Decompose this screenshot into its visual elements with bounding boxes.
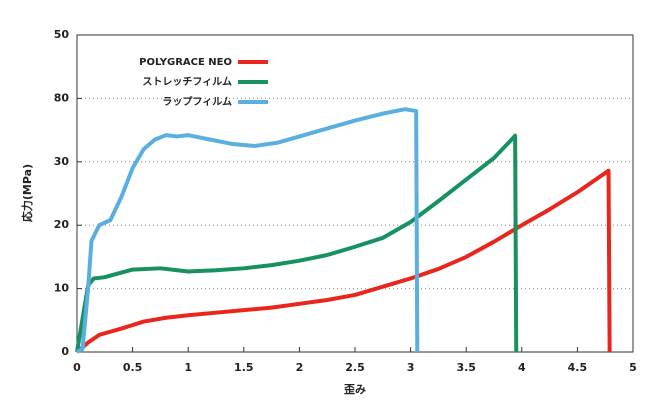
series-line <box>75 168 612 354</box>
legend-label: POLYGRACE NEO <box>139 57 232 68</box>
legend-label: ストレッチフィルム <box>142 76 232 88</box>
y-tick-label: 10 <box>54 282 70 295</box>
plot-frame <box>76 34 634 353</box>
y-tick-label: 20 <box>54 218 70 231</box>
x-tick-label: 0.5 <box>123 361 143 374</box>
legend-label: ラップフィルム <box>162 95 232 108</box>
y-axis-label: 応力(MPa) <box>20 164 34 222</box>
x-tick-label: 4.5 <box>568 361 588 374</box>
x-tick-label: 1.5 <box>234 361 254 374</box>
y-tick-label: 50 <box>54 28 70 41</box>
x-tick-label: 1 <box>184 361 192 374</box>
y-tick-label: 80 <box>54 91 70 104</box>
series-line <box>76 107 420 354</box>
x-tick-label: 2.5 <box>345 361 365 374</box>
y-tick-label: 30 <box>54 155 70 168</box>
x-axis-label: 歪み <box>344 383 366 396</box>
x-tick-label: 2 <box>296 361 304 374</box>
series-line <box>75 133 519 353</box>
x-tick-label: 0 <box>73 361 81 374</box>
x-tick-label: 3 <box>407 361 415 374</box>
y-tick-label: 0 <box>61 345 69 358</box>
x-tick-label: 5 <box>629 361 637 374</box>
x-tick-label: 3.5 <box>456 361 476 374</box>
x-tick-label: 4 <box>518 361 526 374</box>
